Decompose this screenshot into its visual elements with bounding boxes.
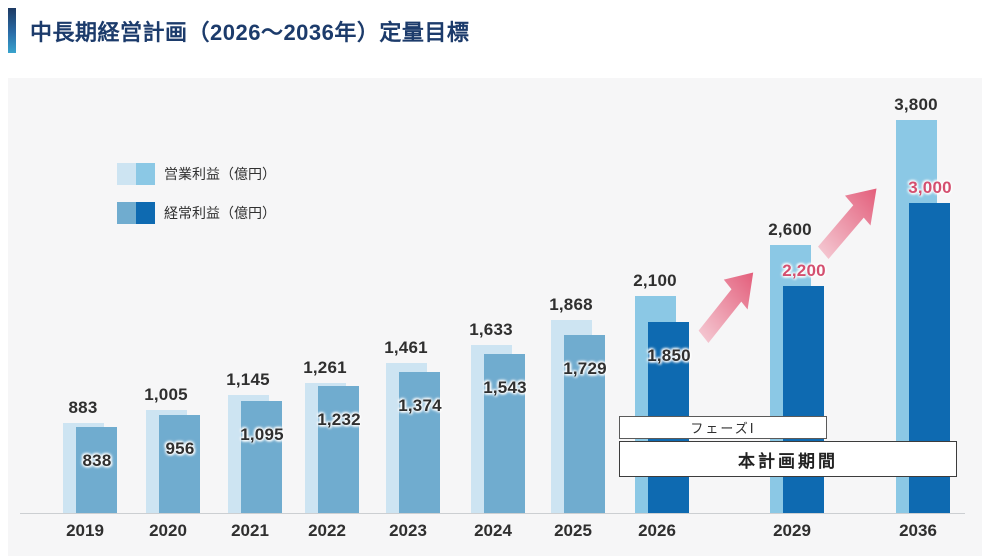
- operating-value-2024: 1,633: [469, 320, 513, 339]
- legend-label: 営業利益（億円）: [164, 166, 276, 182]
- growth-arrow-icon: [812, 178, 887, 266]
- x-tick-2022: 2022: [308, 521, 346, 540]
- ordinary-value-2019: 838: [82, 451, 112, 470]
- bar-ordinary-2029: [783, 286, 824, 514]
- ordinary-value-2023: 1,374: [398, 396, 442, 415]
- operating-value-2022: 1,261: [303, 358, 347, 377]
- growth-arrow-icon: [693, 262, 763, 350]
- operating-value-2020: 1,005: [144, 385, 188, 404]
- ordinary-value-2022: 1,232: [317, 410, 361, 429]
- ordinary-value-2024: 1,543: [483, 378, 527, 397]
- x-tick-2029: 2029: [773, 521, 811, 540]
- plan-period-box: 本計画期間: [619, 441, 957, 477]
- page-title: 中長期経営計画（2026〜2036年）定量目標: [30, 20, 470, 45]
- bar-ordinary-2021: [241, 401, 282, 514]
- chart-legend: 営業利益（億円） 経常利益（億円）: [117, 163, 276, 241]
- bar-ordinary-2020: [159, 415, 200, 514]
- ordinary-value-2021: 1,095: [240, 425, 284, 444]
- bar-ordinary-2022: [318, 386, 359, 514]
- x-tick-2025: 2025: [554, 521, 592, 540]
- operating-value-2025: 1,868: [549, 295, 593, 314]
- ordinary-value-2025: 1,729: [563, 359, 607, 378]
- operating-value-2019: 883: [68, 398, 98, 417]
- x-tick-2024: 2024: [474, 521, 512, 540]
- operating-profit-swatch-icon: [117, 163, 155, 185]
- ordinary-profit-swatch-icon: [117, 202, 155, 224]
- ordinary-value-2036: 3,000: [908, 178, 952, 197]
- x-tick-2020: 2020: [149, 521, 187, 540]
- x-tick-2021: 2021: [231, 521, 269, 540]
- ordinary-value-2026: 1,850: [647, 346, 691, 365]
- phase-1-box: フェーズⅠ: [619, 416, 827, 439]
- operating-value-2023: 1,461: [384, 338, 428, 357]
- x-axis-line: [20, 513, 965, 514]
- bar-ordinary-2024: [484, 354, 525, 514]
- x-tick-2023: 2023: [389, 521, 427, 540]
- operating-value-2021: 1,145: [226, 370, 270, 389]
- x-tick-2036: 2036: [899, 521, 937, 540]
- bar-ordinary-2023: [399, 372, 440, 514]
- bar-ordinary-2019: [76, 427, 117, 514]
- x-tick-2026: 2026: [638, 521, 676, 540]
- bar-ordinary-2025: [564, 335, 605, 514]
- title-accent-bar: [8, 8, 16, 53]
- legend-item-ordinary-profit: 経常利益（億円）: [117, 202, 276, 224]
- ordinary-value-2029: 2,200: [782, 261, 826, 280]
- legend-label: 経常利益（億円）: [164, 205, 276, 221]
- legend-item-operating-profit: 営業利益（億円）: [117, 163, 276, 185]
- x-tick-2019: 2019: [66, 521, 104, 540]
- operating-value-2029: 2,600: [768, 220, 812, 239]
- operating-value-2026: 2,100: [633, 271, 677, 290]
- operating-value-2036: 3,800: [894, 95, 938, 114]
- ordinary-value-2020: 956: [165, 439, 195, 458]
